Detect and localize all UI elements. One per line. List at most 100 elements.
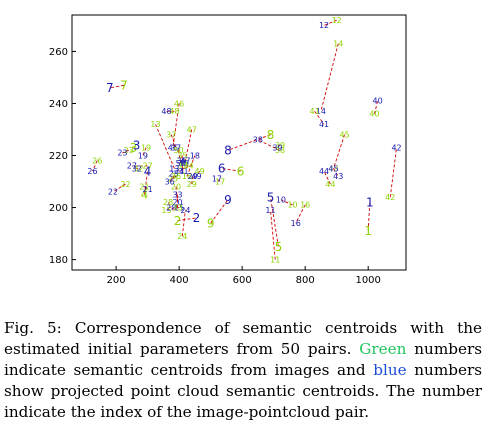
image-centroid-label: 39: [275, 141, 285, 150]
correspondence-line: [280, 199, 293, 206]
image-centroid-label: 10: [287, 201, 297, 210]
pointcloud-centroid-label: 48: [161, 107, 171, 116]
image-centroid-label: 36: [171, 172, 181, 181]
pointcloud-centroid-label: 37: [171, 144, 181, 153]
pointcloud-centroid-label: 25: [169, 170, 179, 179]
correspondence-line: [257, 139, 281, 151]
pointcloud-centroid-label: 11: [265, 206, 275, 215]
correspondence-line: [172, 103, 180, 148]
correspondence-line: [184, 129, 193, 161]
image-centroid-label: 17: [215, 177, 225, 186]
pointcloud-centroid-label: 31: [178, 167, 188, 176]
pointcloud-centroid-label: 22: [108, 188, 118, 197]
correspondence-line: [333, 134, 345, 169]
x-tick-label: 1000: [355, 275, 380, 286]
image-centroid-label: 13: [150, 120, 160, 129]
y-tick-label: 220: [49, 151, 68, 162]
correspondence-line: [181, 155, 183, 161]
image-centroid-label: 40: [369, 110, 379, 119]
correspondence-line: [169, 175, 177, 182]
pointcloud-centroid-label: 35: [177, 157, 187, 166]
pointcloud-centroid-label: 27: [127, 162, 137, 171]
correspondence-line: [186, 155, 196, 177]
correspondence-line: [181, 165, 184, 172]
pointcloud-centroid-label: 6: [218, 162, 226, 176]
image-centroid-label: 15: [161, 206, 171, 215]
pointcloud-centroid-label: 21: [143, 185, 153, 194]
pointcloud-centroid-label: 40: [373, 97, 383, 106]
correspondence-line: [144, 186, 148, 190]
image-centroid-label: 26: [92, 157, 102, 166]
correspondence-line: [389, 147, 397, 198]
correspondence-line: [112, 183, 126, 193]
correspondence-line: [323, 19, 337, 26]
correspondence-line: [170, 134, 177, 148]
image-centroid-label: 43: [328, 164, 338, 173]
correspondence-line: [167, 202, 172, 208]
pointcloud-centroid-label: 44: [319, 167, 329, 176]
correspondence-line: [277, 144, 281, 149]
image-centroid-label: 45: [339, 130, 349, 139]
image-centroid-label: 29: [187, 180, 197, 189]
x-tick-label: 200: [107, 275, 126, 286]
pointcloud-centroid-label: 3: [133, 138, 141, 152]
image-centroid-label: 27: [143, 162, 153, 171]
y-tick-label: 240: [49, 99, 68, 110]
correspondence-line: [177, 217, 197, 222]
image-centroid-label: 6: [237, 164, 245, 178]
correspondence-line: [314, 111, 325, 125]
image-centroid-label: 5: [275, 240, 283, 254]
pointcloud-centroid-label: 41: [319, 120, 329, 129]
x-tick-label: 400: [170, 275, 189, 286]
correspondence-line: [221, 168, 241, 172]
correspondence-line: [374, 100, 379, 114]
correspondence-line: [172, 173, 175, 180]
correspondence-line: [333, 168, 339, 177]
correspondence-line: [295, 204, 306, 224]
x-tick-label: 800: [296, 275, 315, 286]
caption-middle: numbers indicate semantic centroids from…: [4, 340, 482, 379]
pointcloud-centroid-label: 50: [176, 159, 186, 168]
image-centroid-label: 25: [168, 175, 178, 184]
caption-prefix: Fig. 5: Correspondence of semantic centr…: [4, 319, 482, 358]
image-centroid-label: 11: [270, 255, 280, 264]
correspondence-line: [109, 84, 125, 89]
image-centroid-label: 28: [163, 198, 173, 207]
pointcloud-centroid-label: 29: [188, 172, 198, 181]
image-centroid-label: 37: [166, 130, 176, 139]
pointcloud-centroid-label: 4: [144, 164, 152, 178]
image-centroid-label: 16: [300, 201, 310, 210]
image-centroid-label: 2: [174, 214, 182, 228]
pointcloud-centroid-label: 39: [272, 144, 282, 153]
y-tick-label: 200: [49, 203, 68, 214]
pointcloud-centroid-label: 5: [267, 190, 275, 204]
image-centroid-label: 30: [177, 159, 187, 168]
pointcloud-centroid-label: 30: [179, 159, 189, 168]
caption-blue-word: blue: [373, 361, 407, 379]
correspondence-line: [155, 124, 175, 169]
pointcloud-centroid-label: 2: [193, 211, 201, 225]
pointcloud-centroid-label: 14: [316, 107, 326, 116]
pointcloud-centroid-label: 49: [191, 172, 201, 181]
image-centroid-label: 38: [275, 146, 285, 155]
pointcloud-centroid-label: 8: [224, 144, 232, 158]
correspondence-line: [227, 134, 271, 151]
pointcloud-centroid-label: 38: [253, 136, 263, 145]
image-centroid-label: 4: [141, 188, 149, 202]
pointcloud-centroid-label: 17: [212, 175, 222, 184]
plot-frame: [71, 14, 407, 271]
image-centroid-label: 3: [130, 141, 138, 155]
image-centroid-label: 31: [177, 162, 187, 171]
correspondence-line: [178, 165, 189, 172]
caption-suffix: numbers show projected point cloud seman…: [4, 361, 482, 421]
correspondence-line: [270, 197, 279, 247]
correspondence-line: [144, 171, 149, 195]
pointcloud-centroid-label: 47: [180, 157, 190, 166]
pointcloud-centroid-label: 45: [328, 164, 338, 173]
image-centroid-label: 47: [187, 125, 197, 134]
caption-green-word: Green: [359, 340, 407, 358]
image-centroid-label: 42: [385, 193, 395, 202]
correspondence-line: [92, 160, 98, 172]
figure-caption: Fig. 5: Correspondence of semantic centr…: [4, 318, 482, 423]
